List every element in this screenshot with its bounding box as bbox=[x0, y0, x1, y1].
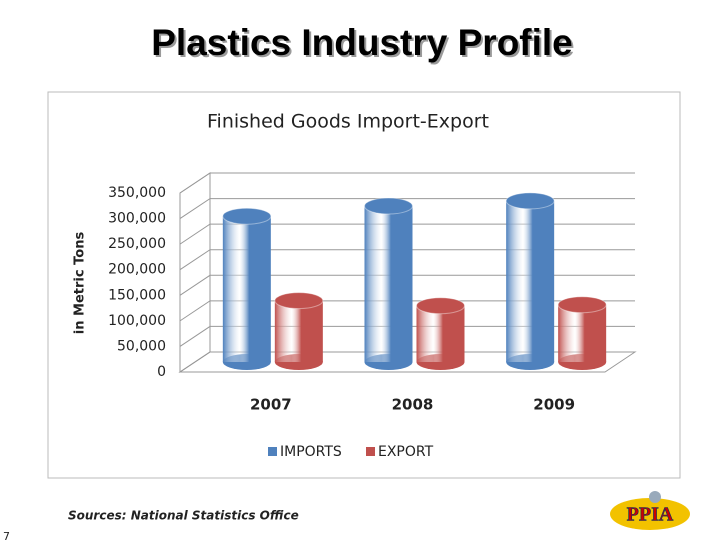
grid-line bbox=[179, 198, 635, 219]
grid-line bbox=[179, 223, 635, 245]
cylinder-top bbox=[505, 192, 555, 210]
y-tick-label: 250,000 bbox=[108, 236, 166, 252]
x-tick-label: 2009 bbox=[533, 396, 575, 414]
logo-shape bbox=[610, 498, 690, 530]
y-tick-label: 150,000 bbox=[108, 287, 166, 303]
y-tick-label: 50,000 bbox=[117, 338, 166, 354]
y-tick-label: 100,000 bbox=[108, 313, 166, 329]
y-tick-label: 300,000 bbox=[108, 211, 166, 227]
y-axis-label: in Metric Tons bbox=[73, 232, 88, 335]
grid-line bbox=[179, 351, 635, 373]
legend-label: IMPORTS bbox=[280, 444, 342, 460]
x-tick-label: 2008 bbox=[392, 396, 434, 414]
grid-line bbox=[179, 172, 635, 194]
slide-title: Plastics Industry Profile bbox=[151, 22, 573, 63]
y-tick-label: 350,000 bbox=[108, 185, 166, 201]
grid-line bbox=[179, 274, 635, 296]
logo-ball bbox=[649, 491, 661, 503]
bar bbox=[364, 206, 413, 362]
bar bbox=[416, 305, 465, 362]
x-tick-label: 2007 bbox=[250, 396, 292, 414]
chart-title: Finished Goods Import-Export bbox=[207, 111, 489, 133]
grid-line bbox=[179, 325, 635, 347]
page-number: 7 bbox=[3, 530, 10, 543]
chart-frame bbox=[47, 91, 681, 479]
legend-label: EXPORT bbox=[378, 444, 434, 460]
logo: PPIA bbox=[610, 491, 690, 530]
grid-line bbox=[179, 300, 635, 322]
cylinder-top bbox=[416, 297, 465, 315]
cylinder-top bbox=[557, 296, 607, 314]
bar bbox=[274, 300, 323, 362]
bar bbox=[222, 216, 271, 362]
y-tick-label: 0 bbox=[157, 364, 166, 380]
bar bbox=[558, 304, 607, 362]
grid-line bbox=[179, 249, 635, 271]
logo-text: PPIA bbox=[627, 504, 674, 526]
y-tick-label: 200,000 bbox=[108, 262, 166, 278]
bar bbox=[506, 200, 555, 362]
cylinder-top bbox=[222, 207, 272, 225]
cylinder-top bbox=[274, 292, 324, 310]
cylinder-top bbox=[364, 197, 413, 215]
legend-swatch bbox=[268, 447, 277, 456]
source: Sources: National Statistics Office bbox=[68, 509, 299, 523]
legend-swatch bbox=[366, 447, 375, 456]
